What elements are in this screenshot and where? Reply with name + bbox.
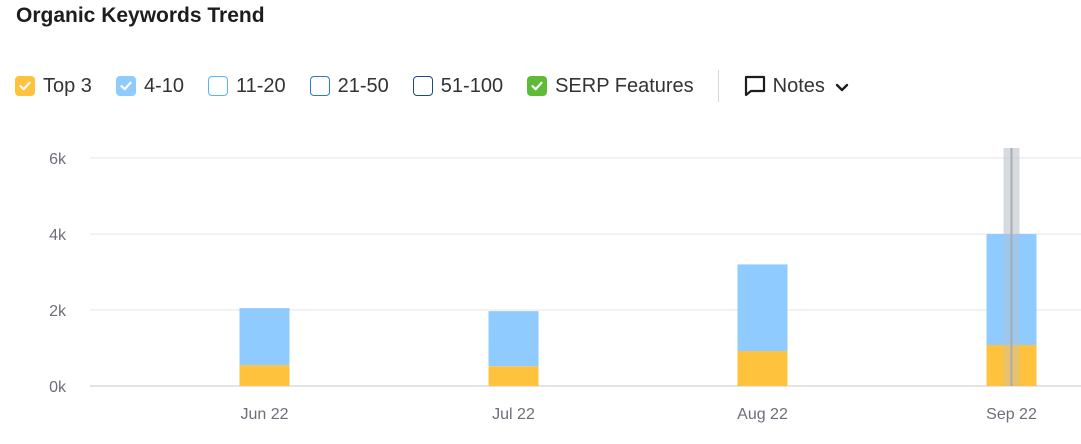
bar-top-3-aug-22 <box>737 351 788 386</box>
chart-title: Organic Keywords Trend <box>16 4 265 27</box>
legend-item-top-3[interactable]: Top 3 <box>15 75 92 98</box>
y-tick-label: 4k <box>49 227 67 244</box>
legend-item-51-100[interactable]: 51-100 <box>412 74 504 98</box>
keywords-bar-chart: 0k 2k 4k 6k Jun 22 Jul 22 Aug 22 Sep 22 <box>49 148 1081 423</box>
legend: Top 3 4-10 11-20 21-50 51-100 SERP Featu… <box>15 70 851 102</box>
legend-divider <box>717 70 719 102</box>
y-tick-label: 0k <box>49 379 67 396</box>
chevron-down-icon <box>835 83 849 91</box>
legend-label-serp-features: SERP Features <box>555 74 694 97</box>
bar-4-10-aug-22 <box>737 264 788 352</box>
x-tick-label: Aug 22 <box>737 406 788 423</box>
x-tick-label: Jul 22 <box>492 406 535 423</box>
legend-label-4-10: 4-10 <box>143 74 184 97</box>
x-tick-label: Sep 22 <box>986 406 1037 423</box>
y-tick-label: 6k <box>49 151 67 168</box>
legend-item-4-10[interactable]: 4-10 <box>115 74 184 98</box>
checkbox-4-10[interactable] <box>115 76 136 96</box>
checkbox-serp-features[interactable] <box>527 76 548 96</box>
checkbox-21-50[interactable] <box>309 76 330 96</box>
notes-label: Notes <box>772 74 825 97</box>
x-tick-label: Jun 22 <box>240 406 288 423</box>
checkbox-11-20[interactable] <box>207 76 228 96</box>
bar-4-10-jun-22 <box>239 308 290 366</box>
legend-item-11-20[interactable]: 11-20 <box>207 74 286 98</box>
checkbox-top-3[interactable] <box>15 76 35 96</box>
legend-item-21-50[interactable]: 21-50 <box>309 74 389 98</box>
checkbox-51-100[interactable] <box>412 76 433 96</box>
y-tick-label: 2k <box>49 303 67 320</box>
comment-icon <box>744 75 765 97</box>
legend-label-11-20: 11-20 <box>235 74 286 97</box>
legend-item-serp-features[interactable]: SERP Features <box>527 75 694 98</box>
bar-top-3-jul-22 <box>488 366 539 386</box>
legend-label-top-3: Top 3 <box>43 74 92 97</box>
legend-label-21-50: 21-50 <box>337 74 389 97</box>
notes-dropdown[interactable]: Notes <box>743 74 851 98</box>
bar-4-10-jul-22 <box>488 311 539 367</box>
legend-label-51-100: 51-100 <box>440 74 504 97</box>
bar-top-3-jun-22 <box>239 365 290 386</box>
